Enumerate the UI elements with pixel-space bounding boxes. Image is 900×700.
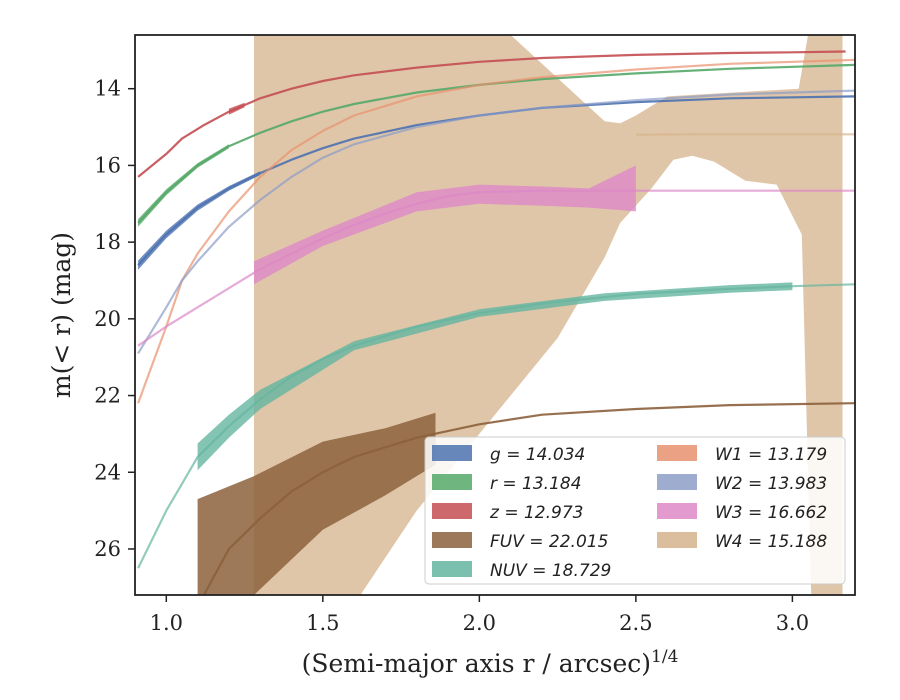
y-tick-label: 22: [94, 384, 121, 408]
y-axis-ticks: 14 16 18 20 22 24 26: [94, 77, 135, 561]
series-w3-line: [137, 189, 855, 347]
x-tick-label: 3.0: [776, 611, 809, 635]
legend-label-w3: W3 = 16.662: [715, 503, 827, 523]
x-tick-label: 2.5: [619, 611, 652, 635]
x-tick-label: 2.0: [463, 611, 496, 635]
series-g-line: [137, 95, 855, 266]
legend-swatch-w3: [657, 503, 697, 519]
legend-swatch-z: [432, 503, 472, 519]
legend-swatch-g: [432, 445, 472, 461]
y-tick-label: 18: [94, 230, 121, 254]
legend-label-z: z = 12.973: [489, 503, 583, 523]
series-r-line: [137, 63, 855, 224]
legend-label-w1: W1 = 13.179: [715, 445, 827, 465]
legend-label-w4: W4 = 15.188: [715, 532, 827, 552]
legend-swatch-w1: [657, 445, 697, 461]
y-axis-title: m(< r) (mag): [47, 232, 76, 398]
x-tick-label: 1.5: [306, 611, 339, 635]
series-w3-band: [254, 165, 636, 285]
legend-swatch-w4: [657, 532, 697, 548]
legend-swatch-fuv: [432, 532, 472, 548]
x-axis-title: (Semi-major axis r / arcsec)1/4: [302, 647, 679, 678]
series-fuv-band: [197, 412, 436, 595]
y-tick-label: 14: [94, 77, 121, 101]
y-tick-label: 24: [94, 460, 121, 484]
x-axis-ticks: 1.0 1.5 2.0 2.5 3.0: [150, 595, 809, 635]
series-z-line: [137, 50, 846, 178]
legend-label-r: r = 13.184: [490, 474, 582, 494]
series-nuv-line: [137, 283, 855, 569]
series-lines: [137, 50, 855, 595]
series-w1-line: [137, 58, 855, 404]
legend-box: [424, 436, 846, 585]
legend-swatch-nuv: [432, 561, 472, 577]
legend-label-w2: W2 = 13.983: [715, 474, 827, 494]
series-w2-line: [137, 89, 855, 354]
legend-swatch-r: [432, 474, 472, 490]
legend-label-g: g = 14.034: [490, 445, 585, 465]
x-axis-title-exponent: 1/4: [651, 647, 678, 667]
y-tick-label: 20: [94, 307, 121, 331]
series-fuv-line: [202, 402, 855, 595]
plot-frame: [134, 34, 856, 596]
y-tick-label: 26: [94, 537, 121, 561]
legend-label-nuv: NUV = 18.729: [490, 561, 611, 581]
y-tick-label: 16: [94, 153, 121, 177]
x-tick-label: 1.0: [150, 611, 183, 635]
legend-label-fuv: FUV = 22.015: [490, 532, 608, 552]
legend: g = 14.034 W1 = 13.179 r = 13.184 W2 = 13.9…: [424, 436, 846, 585]
series-g-band: [138, 171, 261, 270]
legend-swatch-w2: [657, 474, 697, 490]
